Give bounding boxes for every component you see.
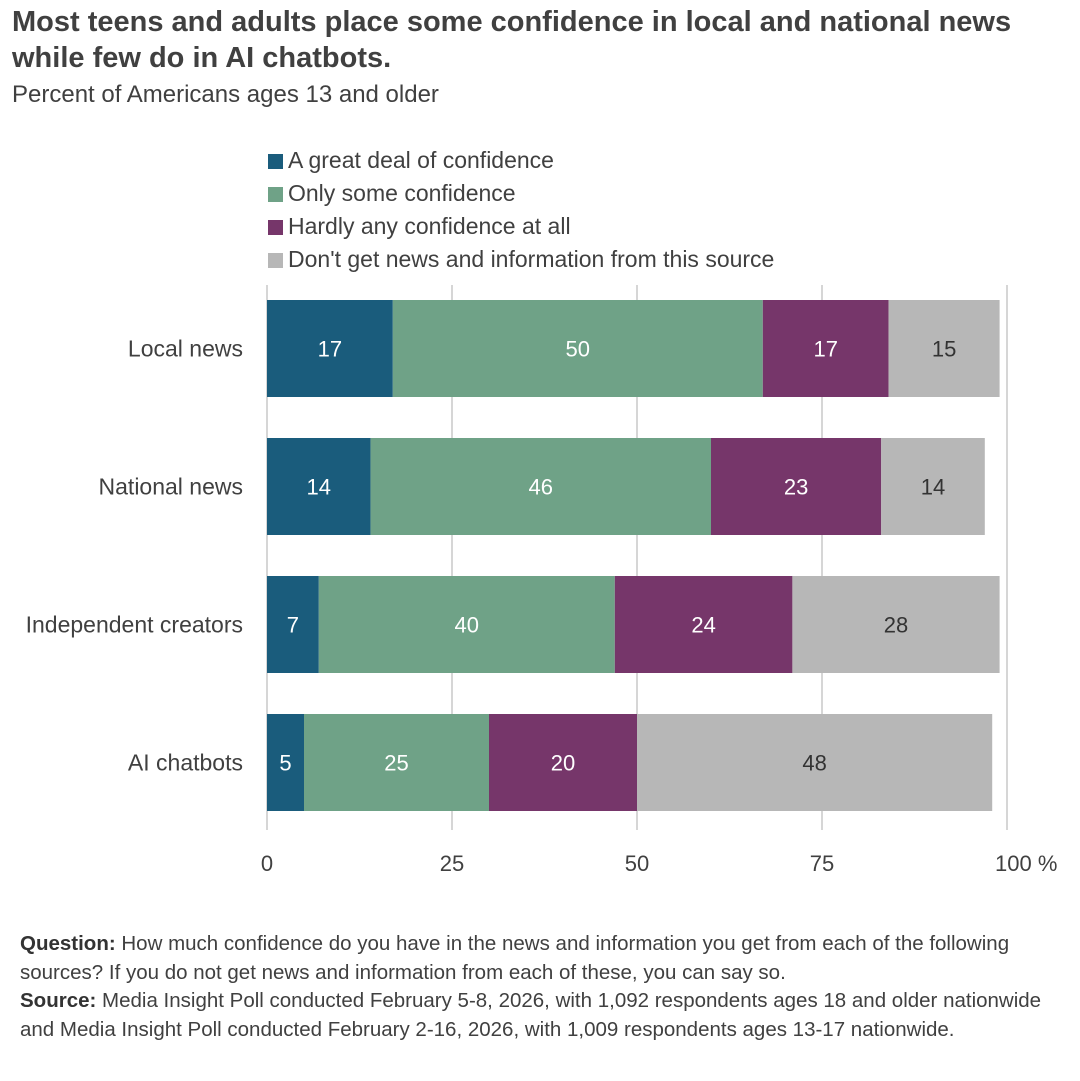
data-label: 17 [813, 337, 837, 362]
x-tick-label: 50 [625, 851, 649, 876]
x-tick-label: 0 [261, 851, 273, 876]
legend-item: Only some confidence [268, 177, 774, 210]
bar-segment [392, 300, 763, 397]
bar-segment [881, 438, 985, 535]
bar-segment [318, 576, 615, 673]
category-label: Local news [128, 336, 243, 362]
source-text: Media Insight Poll conducted February 5-… [20, 989, 1042, 1041]
legend-item: A great deal of confidence [268, 144, 774, 177]
bar-segment [267, 714, 304, 811]
bar-segment [267, 300, 393, 397]
data-label: 17 [318, 337, 342, 362]
bar-segment [637, 714, 993, 811]
bar-segment [267, 438, 371, 535]
bar-segment [489, 714, 637, 811]
legend-swatch [268, 253, 283, 268]
data-label: 40 [455, 613, 479, 638]
data-label: 14 [921, 475, 945, 500]
category-label: Independent creators [26, 612, 243, 638]
bar-segment [304, 714, 489, 811]
chart-legend: A great deal of confidence Only some conf… [268, 144, 774, 276]
data-label: 28 [884, 613, 908, 638]
data-label: 15 [932, 337, 956, 362]
bar-segment [711, 438, 882, 535]
bar-segment [762, 300, 889, 397]
legend-label: A great deal of confidence [288, 147, 554, 173]
data-label: 25 [384, 751, 408, 776]
bar-segment [267, 576, 319, 673]
source-label: Source: [20, 989, 97, 1012]
chart-subtitle: Percent of Americans ages 13 and older [12, 81, 439, 108]
legend-item: Don't get news and information from this… [268, 243, 774, 276]
legend-label: Don't get news and information from this… [288, 246, 775, 272]
legend-swatch [268, 220, 283, 235]
x-tick-label: 100 % [995, 851, 1057, 876]
question-label: Question: [20, 932, 116, 955]
legend-swatch [268, 154, 283, 169]
bar-segment [792, 576, 1000, 673]
x-tick-label: 25 [440, 851, 464, 876]
chart-footer: Question: How much confidence do you hav… [20, 930, 1070, 1044]
legend-label: Only some confidence [288, 180, 516, 206]
data-label: 20 [551, 751, 575, 776]
data-label: 46 [529, 475, 553, 500]
legend-label: Hardly any confidence at all [288, 213, 571, 239]
data-label: 24 [691, 613, 715, 638]
data-label: 7 [287, 613, 299, 638]
category-label: National news [99, 474, 243, 500]
data-label: 50 [566, 337, 590, 362]
category-label: AI chatbots [128, 750, 243, 776]
chart-title: Most teens and adults place some confide… [12, 6, 1012, 74]
question-text: How much confidence do you have in the n… [20, 932, 1010, 984]
data-label: 23 [784, 475, 808, 500]
legend-swatch [268, 187, 283, 202]
bar-segment [614, 576, 793, 673]
bar-segment [888, 300, 1000, 397]
data-label: 48 [802, 751, 826, 776]
x-tick-label: 75 [810, 851, 834, 876]
data-label: 5 [279, 751, 291, 776]
bar-segment [370, 438, 711, 535]
legend-item: Hardly any confidence at all [268, 210, 774, 243]
data-label: 14 [307, 475, 331, 500]
